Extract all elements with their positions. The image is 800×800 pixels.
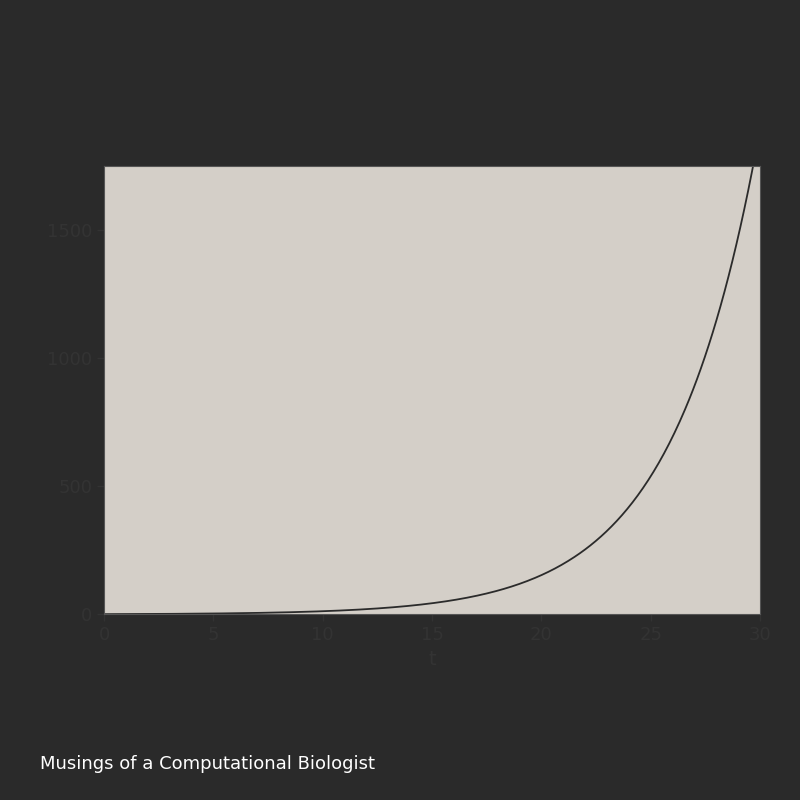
X-axis label: t: t	[428, 650, 436, 669]
Text: Musings of a Computational Biologist: Musings of a Computational Biologist	[40, 755, 375, 773]
